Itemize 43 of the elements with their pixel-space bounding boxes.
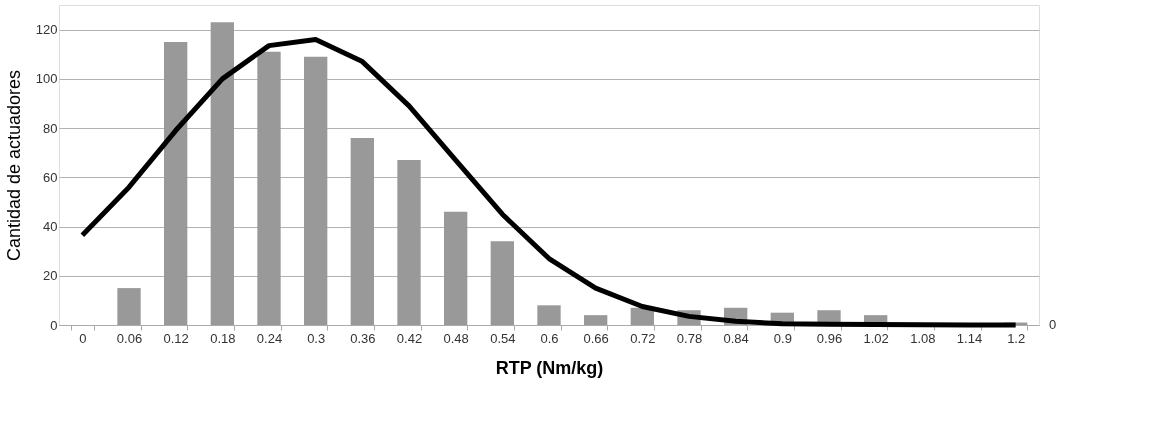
x-tick-label: 1.14: [956, 330, 983, 346]
x-tick-label: 0.66: [583, 330, 609, 346]
bar: [304, 56, 328, 325]
x-tick-label: 0.42: [396, 330, 423, 346]
bar: [117, 288, 141, 325]
x-tick-label: 0.12: [163, 330, 189, 346]
x-tick-label: 0.18: [210, 330, 236, 346]
x-tick-label: 0.78: [676, 330, 703, 346]
y-axis-title: Cantidad de actuadores: [3, 69, 24, 262]
y-tick-label: 120: [35, 22, 58, 38]
y-tick-label: 100: [35, 71, 58, 87]
y-tick-label: 80: [43, 120, 58, 136]
y-tick-label: 40: [43, 219, 58, 235]
bar: [537, 305, 561, 325]
x-tick-label: 0.72: [630, 330, 656, 346]
x-tick-label: 0.54: [490, 330, 516, 346]
bar: [350, 137, 374, 325]
x-axis-title: RTP (Nm/kg): [495, 357, 604, 378]
x-tick-label: 1.02: [863, 330, 889, 346]
x-tick-label: 0.06: [116, 330, 143, 346]
bar: [490, 241, 514, 325]
x-tick-label: 0.9: [773, 330, 792, 346]
x-tick-label: 0: [79, 330, 87, 346]
bar: [210, 22, 234, 325]
x-tick-label: 1.08: [910, 330, 936, 346]
x-tick-label: 0.84: [723, 330, 749, 346]
x-tick-label: 0.36: [350, 330, 376, 346]
x-tick-label: 0.3: [307, 330, 326, 346]
text: 0: [1049, 317, 1057, 332]
bar: [257, 51, 281, 325]
x-tick-label: 0.96: [816, 330, 843, 346]
x-tick-label: 0.48: [443, 330, 469, 346]
bar: [397, 160, 421, 325]
bar: [164, 41, 188, 325]
y-tick-label: 0: [50, 317, 58, 333]
bar: [444, 211, 468, 325]
bar: [584, 315, 608, 325]
y-tick-label: 60: [43, 169, 58, 185]
bar: [630, 307, 654, 325]
x-tick-label: 1.2: [1007, 330, 1026, 346]
x-tick-label: 0.24: [256, 330, 283, 346]
y-tick-label: 20: [43, 268, 58, 284]
x-tick-label: 0.6: [540, 330, 559, 346]
